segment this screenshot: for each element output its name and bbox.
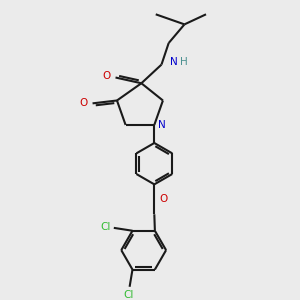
Text: Cl: Cl bbox=[123, 290, 134, 300]
Text: N: N bbox=[158, 120, 166, 130]
Text: Cl: Cl bbox=[100, 222, 110, 232]
Text: O: O bbox=[159, 194, 168, 204]
Text: O: O bbox=[103, 71, 111, 81]
Text: O: O bbox=[80, 98, 88, 108]
Text: N: N bbox=[170, 57, 177, 67]
Text: H: H bbox=[180, 57, 188, 67]
